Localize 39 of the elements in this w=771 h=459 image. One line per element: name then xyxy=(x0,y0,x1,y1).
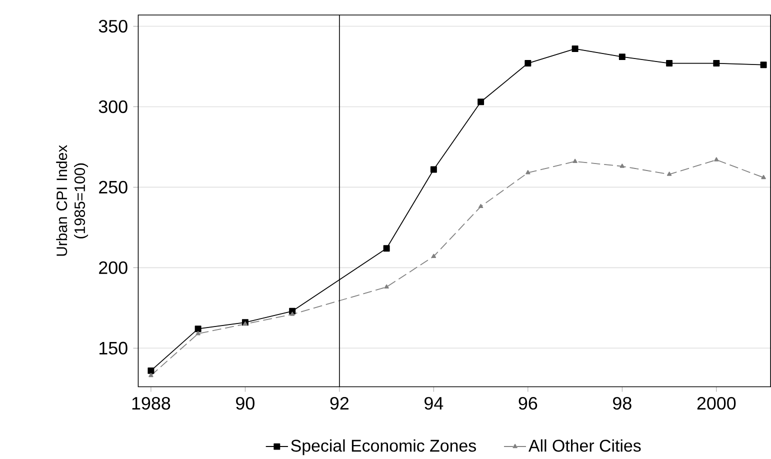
y-tick-label: 150 xyxy=(100,342,128,355)
y-tick-label: 250 xyxy=(99,180,128,194)
point xyxy=(572,158,578,164)
y-tick-label: 200 xyxy=(99,261,128,274)
point xyxy=(384,284,389,289)
point xyxy=(620,164,625,168)
point xyxy=(383,245,390,252)
legend-label: All Other Cities xyxy=(528,439,641,452)
point xyxy=(242,322,248,326)
point xyxy=(196,331,200,336)
legend-label: Special Economic Zones xyxy=(291,439,476,456)
x-tick-label: 96 xyxy=(518,397,538,410)
x-tick-label: 90 xyxy=(236,397,254,410)
point xyxy=(478,204,484,208)
point xyxy=(666,172,672,176)
point xyxy=(666,60,673,67)
point xyxy=(524,60,532,67)
y-tick-label: 300 xyxy=(98,100,128,114)
y-tick-label: 350 xyxy=(98,20,128,33)
point xyxy=(760,62,767,68)
x-tick-label: 98 xyxy=(613,397,632,410)
y-axis-title: Urban CPI Index (1985=100) xyxy=(56,145,88,256)
point xyxy=(714,157,719,162)
point xyxy=(148,373,154,378)
point xyxy=(290,312,295,316)
point xyxy=(761,175,766,180)
x-tick-label: 92 xyxy=(330,397,349,410)
x-tick-label: 2000 xyxy=(697,397,736,410)
point xyxy=(431,254,436,258)
point xyxy=(572,46,578,52)
point xyxy=(478,98,484,106)
x-tick-label: 94 xyxy=(424,397,444,410)
point xyxy=(618,54,626,60)
x-tick-label: 1988 xyxy=(132,397,170,410)
point xyxy=(148,368,154,374)
point xyxy=(526,170,530,174)
point xyxy=(194,326,202,332)
point xyxy=(713,60,720,67)
point xyxy=(430,166,437,173)
